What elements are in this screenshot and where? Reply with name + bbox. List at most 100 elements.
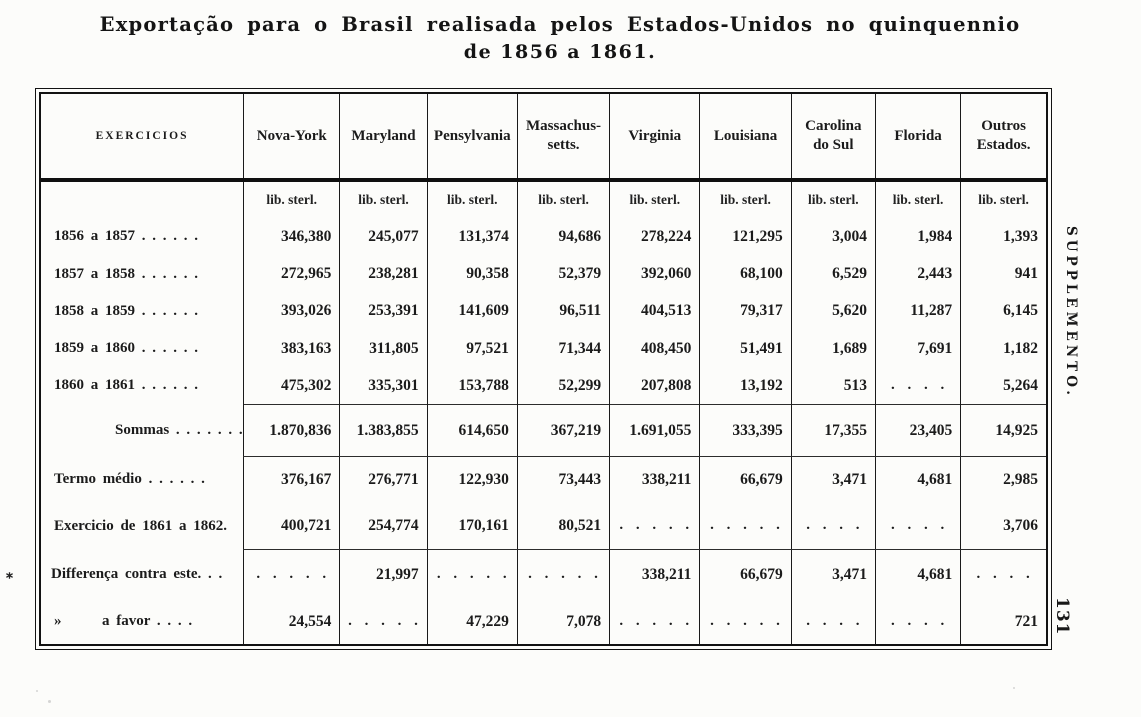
unit-cell: lib. sterl. bbox=[426, 180, 518, 219]
value-cell: 90,358 bbox=[426, 255, 518, 293]
table-row: Exercicio de 1861 a 1862. 400,721 254,774 1… bbox=[41, 503, 1046, 550]
value-cell: 71,344 bbox=[516, 329, 610, 368]
table-row: Differença contra este. . .. . . . . 21,9… bbox=[41, 549, 1046, 600]
empty-dots-cell: . . . . . bbox=[609, 599, 700, 644]
value-cell: 3,004 bbox=[790, 218, 876, 256]
value-cell: 94,686 bbox=[516, 218, 610, 256]
scan-speck bbox=[48, 700, 51, 703]
value-cell: 1.691,055 bbox=[609, 403, 700, 458]
table-row: Termo médio . . . . . . 376,167 276,771 122… bbox=[41, 456, 1046, 504]
value-cell: 254,774 bbox=[339, 503, 428, 550]
table-row: 1856 a 1857 . . . . . . 346,380 245,077 131… bbox=[41, 218, 1046, 256]
value-cell: 66,679 bbox=[699, 549, 792, 600]
empty-dots-cell: . . . . . bbox=[243, 549, 340, 600]
table-row: 1857 a 1858 . . . . . . 272,965 238,281 90,… bbox=[41, 255, 1046, 293]
table-header: EXERCICIOS Nova-York Maryland Pensylvania Ma… bbox=[41, 94, 1046, 182]
row-label: 1857 a 1858 . . . . . . bbox=[54, 265, 198, 282]
table-row: 1860 a 1861 . . . . . . 475,302 335,301 153… bbox=[41, 367, 1046, 405]
value-cell: 7,691 bbox=[874, 329, 961, 368]
row-label: Sommas . . . . . . . bbox=[115, 422, 243, 439]
value-cell: 68,100 bbox=[699, 255, 792, 293]
value-cell: 13,192 bbox=[699, 367, 792, 405]
col-header-florida: Florida bbox=[874, 94, 961, 182]
value-cell: 245,077 bbox=[339, 218, 428, 256]
value-cell: 383,163 bbox=[243, 329, 340, 368]
exports-table: EXERCICIOS Nova-York Maryland Pensylvania Ma… bbox=[41, 94, 1046, 644]
unit-row: lib. sterl. lib. sterl. lib. sterl. lib. st… bbox=[41, 180, 1046, 219]
value-cell: 97,521 bbox=[426, 329, 518, 368]
page-title: Exportação para o Brasil realisada pelos… bbox=[60, 13, 1060, 63]
value-cell: 376,167 bbox=[243, 456, 340, 504]
value-cell: 121,295 bbox=[699, 218, 792, 256]
empty-dots-cell: . . . . bbox=[874, 599, 961, 644]
value-cell: 96,511 bbox=[516, 292, 610, 330]
value-cell: 276,771 bbox=[339, 456, 428, 504]
margin-vertical-text: SUPPLEMENTO. bbox=[1063, 226, 1079, 399]
value-cell: 47,229 bbox=[426, 599, 518, 644]
col-header-exercicios: EXERCICIOS bbox=[41, 94, 244, 182]
unit-cell: lib. sterl. bbox=[699, 180, 792, 219]
value-cell: 311,805 bbox=[339, 329, 428, 368]
row-label: 1860 a 1861 . . . . . . bbox=[54, 377, 198, 394]
row-label: » a favor . . . . bbox=[54, 613, 193, 630]
value-cell: 3,706 bbox=[960, 503, 1046, 550]
table-row: 1859 a 1860 . . . . . . 383,163 311,805 97,… bbox=[41, 329, 1046, 368]
value-cell: 1,182 bbox=[960, 329, 1046, 368]
row-label: 1856 a 1857 . . . . . . bbox=[54, 228, 198, 245]
value-cell: 513 bbox=[790, 367, 876, 405]
empty-dots-cell: . . . . . bbox=[609, 503, 700, 550]
value-cell: 1.383,855 bbox=[339, 403, 428, 458]
unit-cell: lib. sterl. bbox=[609, 180, 700, 219]
col-header-nova: Nova-York bbox=[243, 94, 340, 182]
value-cell: 73,443 bbox=[516, 456, 610, 504]
value-cell: 14,925 bbox=[960, 403, 1046, 458]
value-cell: 253,391 bbox=[339, 292, 428, 330]
value-cell: 3,471 bbox=[790, 456, 876, 504]
col-header-outros: Outros Estados. bbox=[960, 94, 1046, 182]
value-cell: 170,161 bbox=[426, 503, 518, 550]
value-cell: 346,380 bbox=[243, 218, 340, 256]
col-header-virginia: Virginia bbox=[609, 94, 700, 182]
title-line-2: de 1856 a 1861. bbox=[463, 41, 657, 63]
value-cell: 131,374 bbox=[426, 218, 518, 256]
col-header-louisiana: Louisiana bbox=[699, 94, 792, 182]
value-cell: 393,026 bbox=[243, 292, 340, 330]
value-cell: 23,405 bbox=[874, 403, 961, 458]
empty-dots-cell: . . . . bbox=[874, 367, 961, 405]
value-cell: 614,650 bbox=[426, 403, 518, 458]
row-label: Differença contra este. . . bbox=[51, 565, 223, 582]
col-header-massachus: Massachus- setts. bbox=[516, 94, 610, 182]
value-cell: 2,985 bbox=[960, 456, 1046, 504]
value-cell: 51,491 bbox=[699, 329, 792, 368]
value-cell: 338,211 bbox=[609, 456, 700, 504]
value-cell: 335,301 bbox=[339, 367, 428, 405]
value-cell: 52,379 bbox=[516, 255, 610, 293]
col-header-carolina: Carolina do Sul bbox=[790, 94, 876, 182]
value-cell: 6,145 bbox=[960, 292, 1046, 330]
empty-dots-cell: . . . . . bbox=[699, 503, 792, 550]
value-cell: 4,681 bbox=[874, 549, 961, 600]
value-cell: 238,281 bbox=[339, 255, 428, 293]
value-cell: 66,679 bbox=[699, 456, 792, 504]
table-row: Sommas . . . . . . . 1.870,836 1.383,855 61… bbox=[41, 403, 1046, 458]
value-cell: 392,060 bbox=[609, 255, 700, 293]
value-cell: 408,450 bbox=[609, 329, 700, 368]
row-label: Termo médio . . . . . . bbox=[54, 471, 205, 488]
col-header-maryland: Maryland bbox=[339, 94, 428, 182]
table-row: 1858 a 1859 . . . . . . 393,026 253,391 141… bbox=[41, 292, 1046, 330]
value-cell: 52,299 bbox=[516, 367, 610, 405]
scan-speck bbox=[36, 690, 38, 692]
value-cell: 24,554 bbox=[243, 599, 340, 644]
value-cell: 1,393 bbox=[960, 218, 1046, 256]
value-cell: 941 bbox=[960, 255, 1046, 293]
value-cell: 1,689 bbox=[790, 329, 876, 368]
value-cell: 1.870,836 bbox=[243, 403, 340, 458]
value-cell: 367,219 bbox=[516, 403, 610, 458]
row-label: Exercicio de 1861 a 1862. bbox=[54, 517, 227, 534]
empty-dots-cell: . . . . . bbox=[339, 599, 428, 644]
empty-dots-cell: . . . . . bbox=[699, 599, 792, 644]
value-cell: 400,721 bbox=[243, 503, 340, 550]
scan-speck bbox=[1013, 687, 1015, 689]
row-label: 1859 a 1860 . . . . . . bbox=[54, 340, 198, 357]
unit-cell: lib. sterl. bbox=[960, 180, 1046, 219]
